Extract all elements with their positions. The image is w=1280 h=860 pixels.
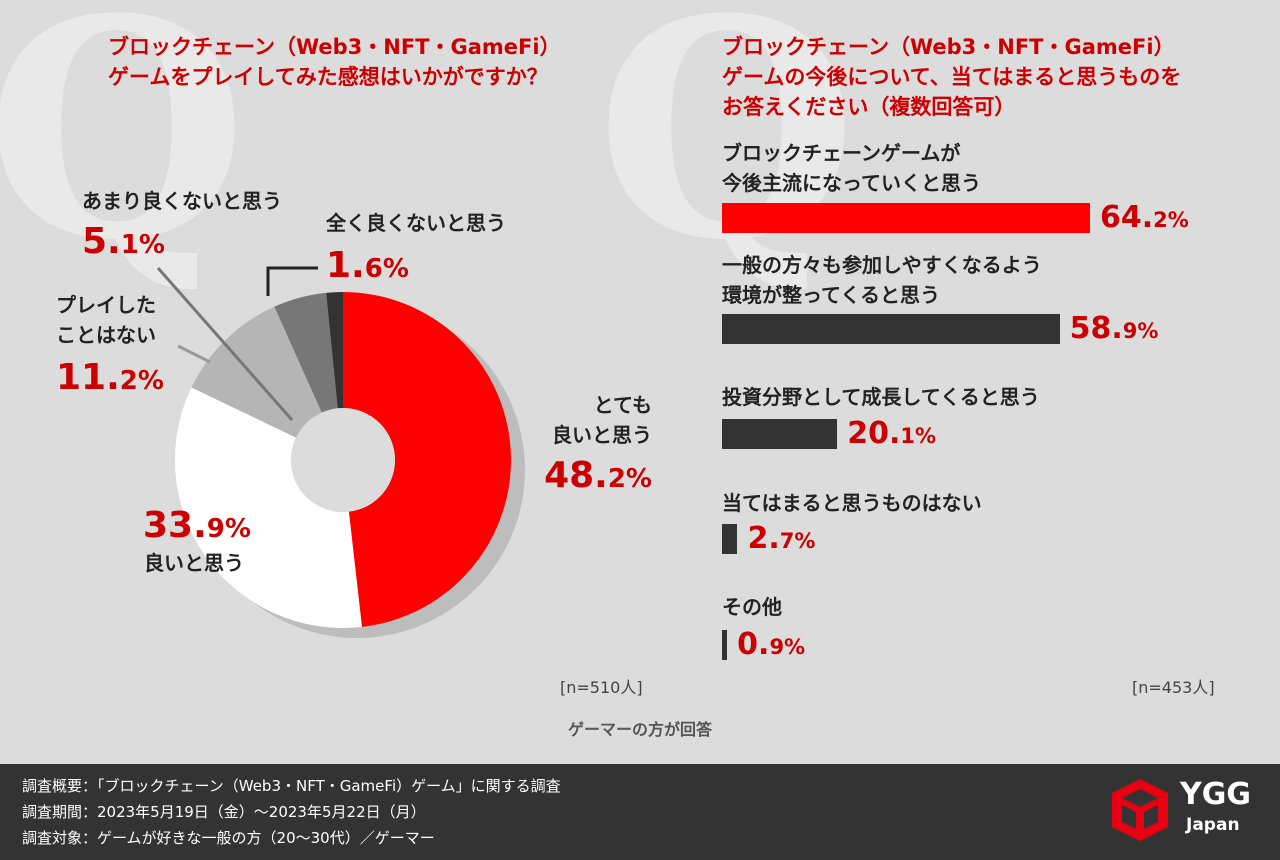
label-not-played: プレイした ことはない bbox=[56, 290, 156, 350]
pct-bad: 1.6% bbox=[326, 248, 409, 284]
pct-int: 11. bbox=[56, 357, 120, 398]
ygg-cube-icon bbox=[1112, 779, 1168, 841]
pct-dec: 2% bbox=[119, 366, 164, 396]
bar-value-int: 0. bbox=[737, 627, 770, 662]
ygg-logo: YGG Japan bbox=[1108, 775, 1268, 847]
leader-line bbox=[266, 266, 318, 296]
bar-value-int: 20. bbox=[847, 416, 901, 451]
left-n-label: [n=510人] bbox=[560, 678, 643, 697]
logo-sub: Japan bbox=[1186, 815, 1240, 835]
pct-int: 48. bbox=[544, 455, 608, 496]
left-title: ブロックチェーン（Web3・NFT・GameFi） ゲームをプレイしてみた感想は… bbox=[108, 32, 561, 92]
pct-int: 5. bbox=[82, 221, 121, 262]
label-good: 良いと思う bbox=[144, 551, 244, 575]
footer-line: 調査概要：「ブロックチェーン（Web3・NFT・GameFi）ゲーム」に関する調… bbox=[22, 777, 561, 795]
bar-label-line: 当てはまると思うものはない bbox=[722, 491, 982, 515]
bar-value: 58.9% bbox=[1070, 314, 1159, 346]
bar-label-line: ブロックチェーンゲームが bbox=[722, 141, 961, 165]
bar-value-int: 58. bbox=[1069, 311, 1123, 346]
answerer-note: ゲーマーの方が回答 bbox=[567, 720, 712, 739]
bar-value-dec: 2% bbox=[1153, 208, 1189, 232]
bar-value: 0.9% bbox=[737, 630, 805, 662]
left-title-line: ゲームをプレイしてみた感想はいかがですか？ bbox=[108, 65, 548, 89]
donut-slice bbox=[175, 387, 362, 628]
bar-label: その他 bbox=[722, 592, 782, 622]
donut-slice bbox=[343, 292, 511, 627]
right-n-label: [n=453人] bbox=[1132, 678, 1215, 697]
pct-dec: 6% bbox=[364, 254, 409, 284]
right-title-line: お答えください（複数回答可） bbox=[722, 95, 1016, 119]
pct-int: 1. bbox=[326, 245, 365, 286]
pct-very-good: 48.2% bbox=[490, 458, 652, 494]
bar-value-dec: 7% bbox=[779, 529, 816, 553]
pct-not-played: 11.2% bbox=[56, 360, 164, 396]
donut-slice bbox=[274, 292, 338, 413]
pct-dec: 9% bbox=[206, 514, 251, 544]
label-bad: 全く良くないと思う bbox=[326, 211, 506, 235]
right-title: ブロックチェーン（Web3・NFT・GameFi） ゲームの今後について、当ては… bbox=[722, 32, 1181, 122]
bar bbox=[722, 524, 738, 554]
pct-dec: 1% bbox=[120, 230, 165, 260]
bar-label: 当てはまると思うものはない bbox=[722, 488, 982, 518]
bar-value-dec: 9% bbox=[1122, 319, 1159, 343]
bar-value-int: 64. bbox=[1100, 200, 1154, 235]
donut-hole bbox=[291, 408, 395, 512]
bar-label-line: 環境が整ってくると思う bbox=[722, 283, 940, 307]
pct-dec: 2% bbox=[607, 464, 652, 494]
label-very-good-line: 良いと思う bbox=[552, 423, 652, 447]
bg-q-left: Q bbox=[0, 0, 248, 306]
leader-line bbox=[177, 344, 211, 364]
bar bbox=[722, 419, 838, 449]
bar-value-dec: 9% bbox=[769, 635, 806, 659]
bar-label-line: 投資分野として成長してくると思う bbox=[722, 385, 1040, 409]
label-not-played-line: プレイした bbox=[56, 293, 156, 317]
bar-value-int: 2. bbox=[747, 521, 780, 556]
bar-value-dec: 1% bbox=[900, 424, 937, 448]
bar-label-line: 一般の方々も参加しやすくなるよう bbox=[722, 253, 1042, 277]
footer-line: 調査期間：2023年5月19日（金）～2023年5月22日（月） bbox=[22, 803, 426, 821]
bar-value: 2.7% bbox=[747, 524, 815, 556]
donut-slice bbox=[191, 306, 322, 438]
bar-label-line: その他 bbox=[722, 595, 782, 619]
bar bbox=[722, 203, 1090, 233]
label-very-good: とても 良いと思う bbox=[500, 390, 652, 450]
bar bbox=[722, 630, 728, 660]
pct-not-good: 5.1% bbox=[82, 224, 165, 260]
bar-value: 64.2% bbox=[1100, 203, 1189, 235]
donut-slice bbox=[326, 292, 343, 409]
bar-label: 投資分野として成長してくると思う bbox=[722, 382, 1040, 412]
right-title-line: ゲームの今後について、当てはまると思うものを bbox=[722, 65, 1182, 89]
logo-text: YGG Japan bbox=[1180, 775, 1251, 835]
bar-label: ブロックチェーンゲームが 今後主流になっていくと思う bbox=[722, 138, 981, 198]
leader-line bbox=[156, 267, 294, 421]
footer: 調査概要：「ブロックチェーン（Web3・NFT・GameFi）ゲーム」に関する調… bbox=[0, 764, 1280, 860]
footer-line: 調査対象：ゲームが好きな一般の方（20～30代）／ゲーマー bbox=[22, 829, 435, 847]
donut-chart bbox=[156, 266, 525, 638]
right-title-line: ブロックチェーン（Web3・NFT・GameFi） bbox=[722, 35, 1175, 59]
label-not-good: あまり良くないと思う bbox=[82, 189, 282, 213]
logo-name: YGG bbox=[1180, 777, 1251, 812]
bar-label-line: 今後主流になっていくと思う bbox=[722, 171, 981, 195]
bar-value: 20.1% bbox=[847, 419, 936, 451]
footer-lines: 調査概要：「ブロックチェーン（Web3・NFT・GameFi）ゲーム」に関する調… bbox=[22, 773, 561, 851]
label-not-played-line: ことはない bbox=[56, 323, 156, 347]
label-very-good-line: とても bbox=[593, 393, 652, 417]
bar bbox=[722, 314, 1060, 344]
pct-good: 33.9% bbox=[143, 508, 251, 544]
bar-label: 一般の方々も参加しやすくなるよう 環境が整ってくると思う bbox=[722, 250, 1042, 310]
pct-int: 33. bbox=[143, 505, 207, 546]
left-title-line: ブロックチェーン（Web3・NFT・GameFi） bbox=[108, 35, 561, 59]
